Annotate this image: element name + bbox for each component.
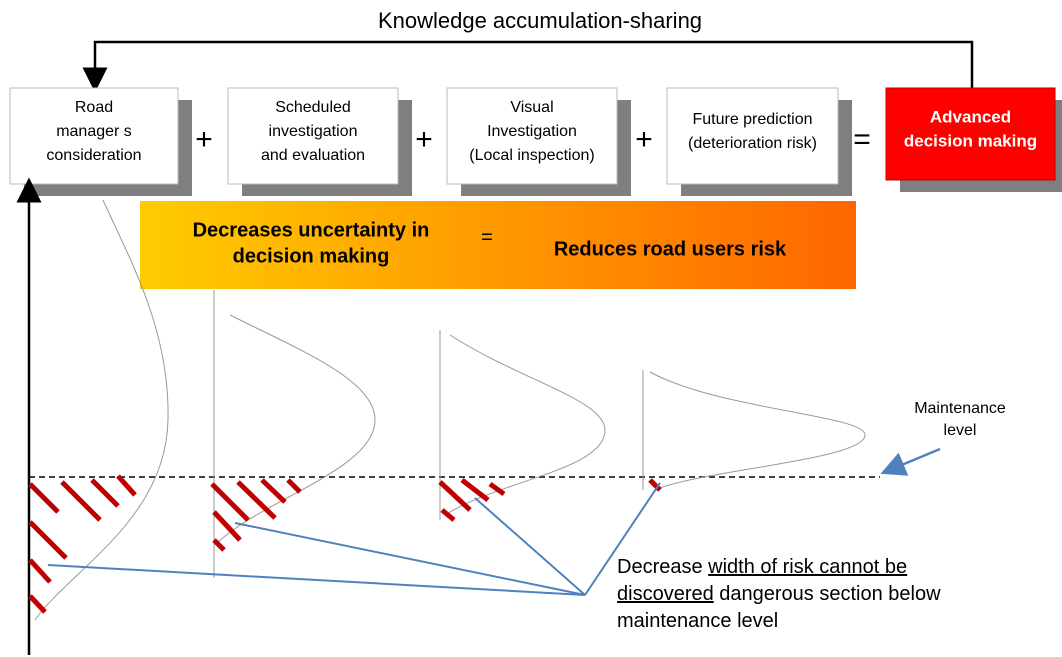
note-segment: Decrease (617, 556, 708, 578)
risk-hatching (28, 474, 662, 614)
text-line: Investigation (487, 123, 577, 140)
boxes (9, 87, 1062, 196)
note-line: maintenance level (617, 610, 778, 632)
note-segment: maintenance level (617, 610, 778, 632)
text-line: consideration (46, 147, 141, 164)
banner-right: Reduces road users risk (554, 238, 787, 260)
box (885, 87, 1056, 181)
box (446, 87, 618, 185)
text-line: (deterioration risk) (688, 135, 817, 152)
operator: = (853, 123, 871, 156)
text-line: Visual (510, 99, 553, 116)
text-line: Decreases uncertainty in (193, 219, 430, 241)
note-segment: width of risk cannot be (707, 556, 907, 578)
text-line: Road (75, 99, 113, 116)
operator: + (195, 123, 213, 156)
text-line: Future prediction (692, 111, 812, 128)
note-segment: dangerous section below (714, 583, 941, 605)
box (9, 87, 179, 185)
title: Knowledge accumulation-sharing (378, 8, 702, 33)
maintenance-arrow (880, 447, 941, 476)
text-line: level (944, 422, 977, 439)
operator: + (415, 123, 433, 156)
texts: Road manager s consideration Scheduled inves… (46, 99, 1037, 632)
note-line: Decrease width of risk cannot be (617, 556, 907, 578)
callout-lines (47, 482, 661, 596)
note-line: discovered dangerous section below (617, 583, 941, 605)
box (227, 87, 399, 185)
text-line: and evaluation (261, 147, 365, 164)
text-line: investigation (269, 123, 358, 140)
text-line: (Local inspection) (469, 147, 594, 164)
feedback-arrow (82, 40, 974, 93)
text-line: decision making (904, 131, 1037, 150)
banner (140, 201, 856, 289)
note-segment: discovered (617, 583, 714, 605)
text-line: Maintenance (914, 400, 1006, 417)
text-line: Advanced (930, 107, 1011, 126)
operator: + (635, 123, 653, 156)
text-line: decision making (233, 245, 390, 267)
text-line: Scheduled (275, 99, 351, 116)
banner-operator: = (481, 226, 493, 248)
text-line: manager s (56, 123, 132, 140)
box (666, 87, 839, 185)
distributions (34, 199, 866, 621)
